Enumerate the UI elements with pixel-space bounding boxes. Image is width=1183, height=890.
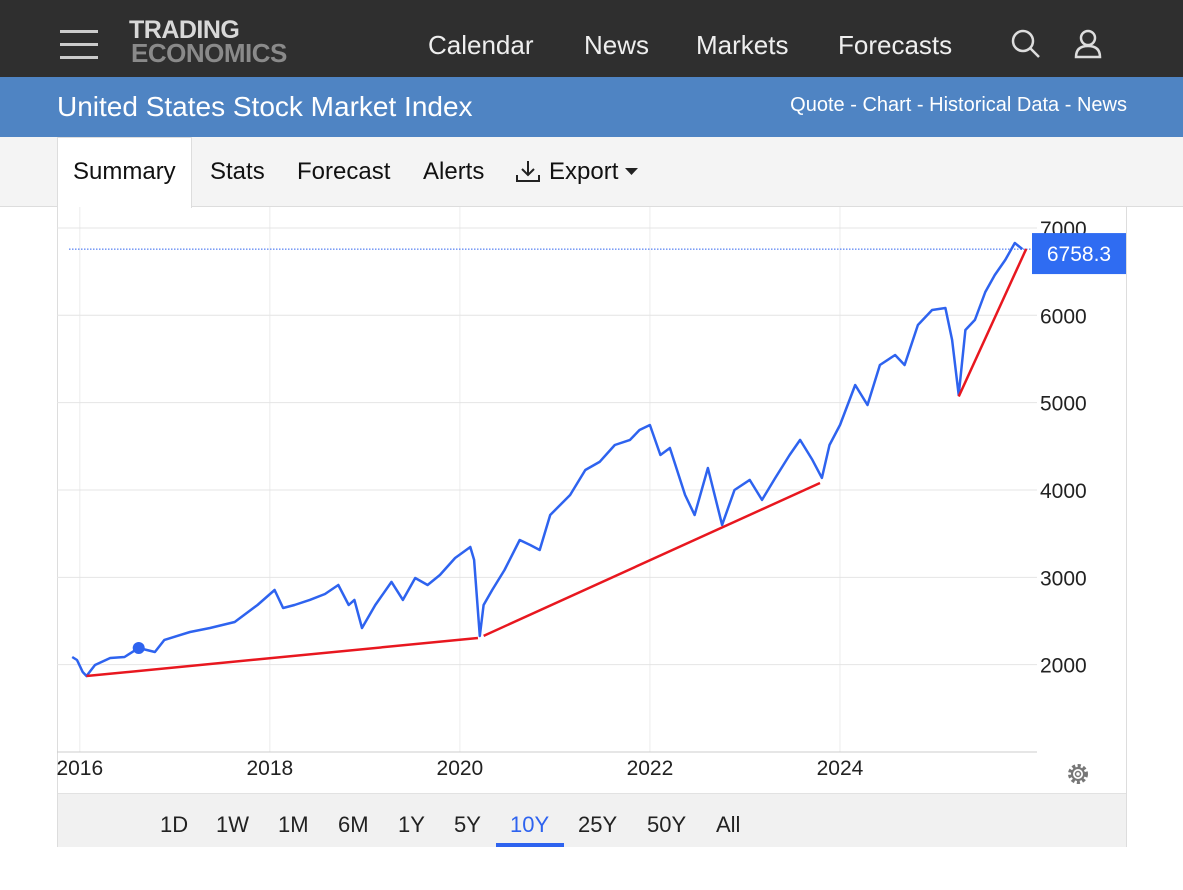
header-links: Quote - Chart - Historical Data - News	[790, 92, 1127, 118]
nav-link[interactable]: Markets	[696, 30, 789, 60]
header-link[interactable]: Historical Data	[929, 94, 1060, 116]
header-link[interactable]: News	[1076, 94, 1127, 116]
chart: 2016 2018 2020 2022 2024 2000 3000 4000 5000 6000…	[57, 207, 1126, 780]
tabs-bar	[0, 137, 1183, 207]
y-tick-label: 5000	[1040, 393, 1087, 416]
menu-icon[interactable]	[58, 28, 100, 60]
x-tick-label: 2024	[817, 757, 864, 780]
range-button[interactable]: 25Y	[578, 812, 618, 837]
trendline	[957, 248, 1028, 398]
range-button[interactable]: 1W	[216, 812, 249, 837]
top-nav: TRADING ECONOMICS Calendar News Markets …	[0, 0, 1183, 77]
search-icon[interactable]	[1010, 28, 1042, 60]
price-line	[71, 241, 1024, 678]
y-tick-label: 3000	[1040, 567, 1087, 590]
trendline	[86, 636, 479, 678]
range-button[interactable]: All	[716, 812, 741, 837]
value-box-label: 6758.3	[1047, 243, 1111, 266]
nav-link[interactable]: News	[584, 30, 650, 60]
range-button[interactable]: 1D	[160, 812, 189, 837]
tab[interactable]: Forecast	[297, 158, 391, 185]
header-link[interactable]: Quote	[790, 94, 845, 116]
tab[interactable]: Export	[549, 158, 619, 185]
logo-top[interactable]: TRADING	[129, 16, 240, 44]
trendline	[483, 481, 821, 637]
y-tick-label: 2000	[1040, 655, 1087, 678]
tab[interactable]: Alerts	[423, 158, 485, 185]
nav-link[interactable]: Forecasts	[838, 30, 953, 60]
y-tick-label: 6000	[1040, 305, 1087, 328]
page-title: United States Stock Market Index	[57, 91, 473, 122]
range-button[interactable]: 1Y	[398, 812, 425, 837]
user-icon[interactable]	[1073, 28, 1105, 60]
separator: -	[1064, 94, 1072, 116]
range-button[interactable]: 10Y	[510, 812, 550, 837]
x-tick-label: 2016	[57, 757, 103, 780]
x-tick-label: 2022	[627, 757, 674, 780]
range-button[interactable]: 5Y	[454, 812, 481, 837]
caret	[625, 168, 638, 175]
range-button[interactable]: 1M	[278, 812, 309, 837]
tab[interactable]: Summary	[73, 158, 176, 185]
tab[interactable]: Stats	[210, 158, 265, 185]
logo-bottom[interactable]: ECONOMICS	[131, 38, 287, 68]
x-tick-label: 2020	[437, 757, 484, 780]
active-tab-bg	[57, 137, 192, 208]
x-tick-label: 2018	[246, 757, 293, 780]
event-marker	[132, 641, 145, 654]
range-bar	[58, 793, 1126, 847]
active-underline	[496, 843, 564, 847]
nav-link[interactable]: Calendar	[428, 30, 534, 60]
separator: -	[850, 94, 857, 116]
value-box	[1032, 233, 1126, 275]
y-tick-label: 4000	[1040, 480, 1087, 503]
range-button[interactable]: 6M	[338, 812, 369, 837]
range-button[interactable]: 50Y	[647, 812, 687, 837]
export-icon[interactable]	[515, 159, 543, 185]
page-header: United States Stock Market Index Quote -…	[0, 77, 1183, 137]
header-link[interactable]: Chart	[862, 94, 912, 116]
separator: -	[916, 94, 924, 116]
settings-icon[interactable]	[1064, 760, 1092, 788]
